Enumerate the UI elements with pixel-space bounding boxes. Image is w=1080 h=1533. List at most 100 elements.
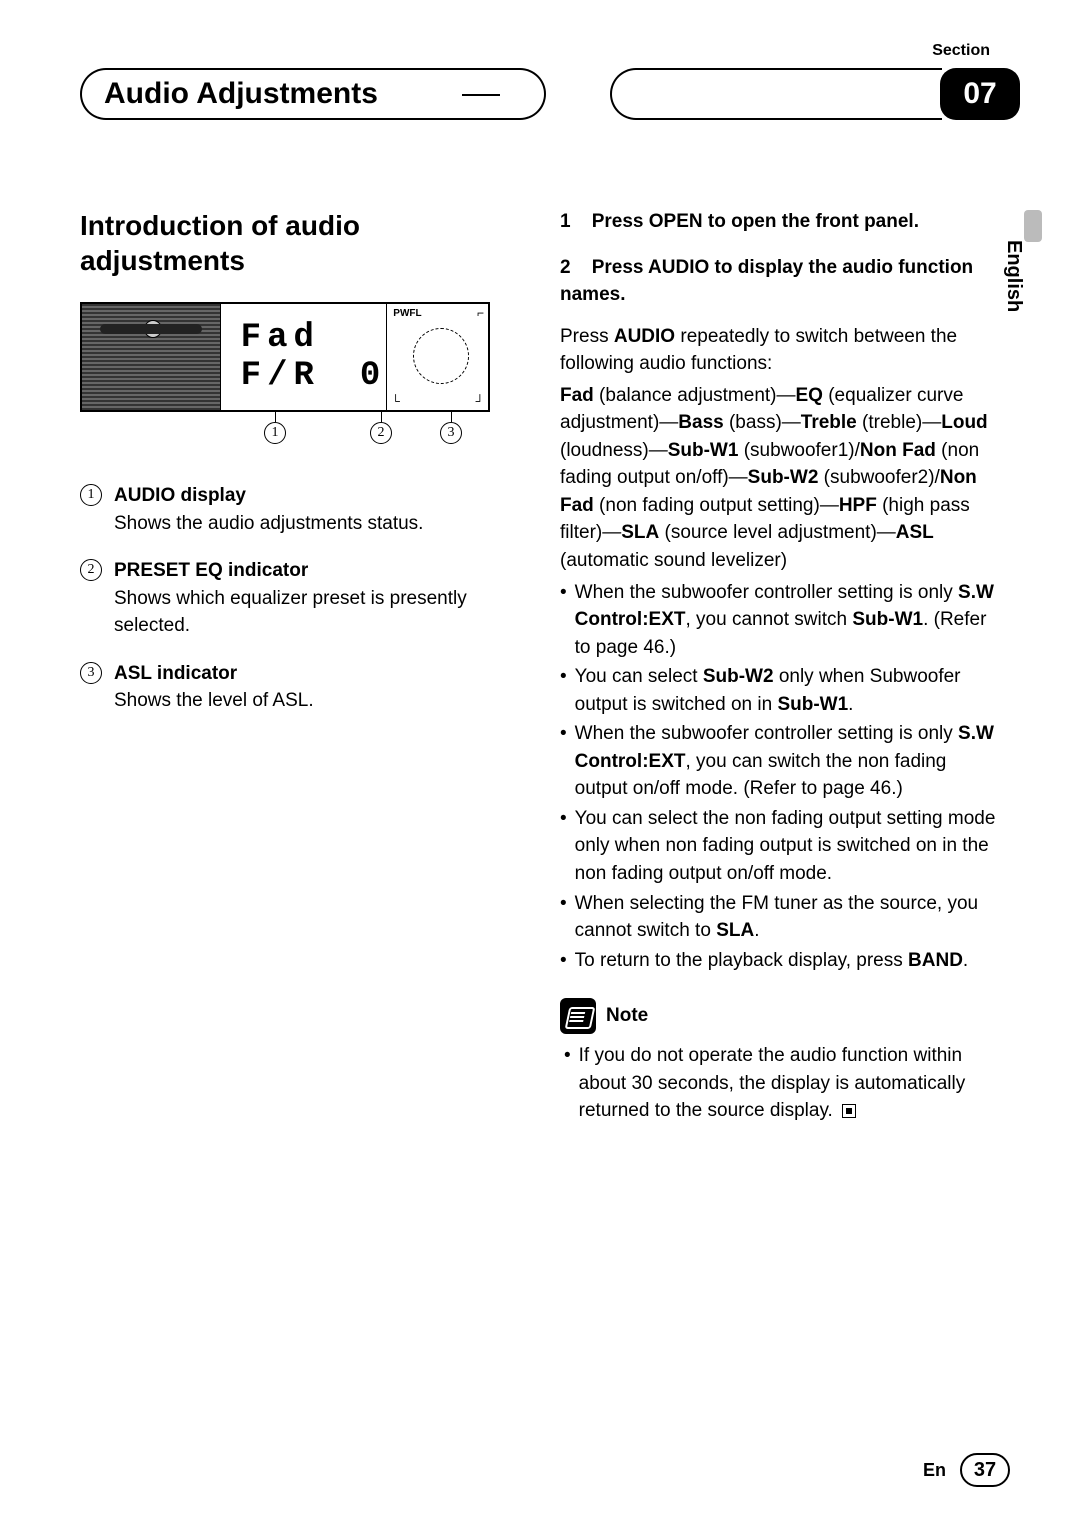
text-bold: HPF <box>839 495 877 516</box>
bullet-dot-icon: • <box>560 947 567 975</box>
step-number: 2 <box>560 257 571 278</box>
bullet-dot-icon: • <box>560 579 567 662</box>
note-text: If you do not operate the audio function… <box>579 1045 966 1121</box>
callout-line <box>275 410 276 422</box>
bullet-item: •When selecting the FM tuner as the sour… <box>560 890 1000 945</box>
text-bold: BAND <box>908 950 963 971</box>
lcd-speaker-graphic <box>82 304 221 410</box>
lcd-indicator-area: PWFL ⌐ ┘ └ <box>386 304 488 410</box>
asl-dial-icon <box>413 328 469 384</box>
footer-lang: En <box>923 1460 946 1481</box>
text-bold: Sub-W1 <box>852 609 923 630</box>
chapter-title: Audio Adjustments <box>104 77 378 111</box>
text: You can select the non fading output set… <box>575 808 996 884</box>
text: Press <box>560 326 614 347</box>
corner-mark-icon: ┘ <box>475 394 484 408</box>
callout-line <box>381 410 382 422</box>
text-bold: Sub-W2 <box>703 666 774 687</box>
text: (balance adjustment)— <box>594 385 796 406</box>
definition-item: 2 PRESET EQ indicator Shows which equali… <box>80 557 520 640</box>
text: . <box>754 920 759 941</box>
definition-desc: Shows the audio adjustments status. <box>114 510 423 538</box>
note-header: Note <box>560 998 1000 1034</box>
bullet-dot-icon: • <box>560 720 567 803</box>
note-body: • If you do not operate the audio functi… <box>560 1042 1000 1125</box>
definition-title: AUDIO display <box>114 482 423 510</box>
step-2: 2 Press AUDIO to display the audio funct… <box>560 254 1000 309</box>
callout-number: 1 <box>264 422 286 444</box>
function-chain: Fad (balance adjustment)—EQ (equalizer c… <box>560 382 1000 575</box>
text: To return to the playback display, press <box>575 950 908 971</box>
bullet-item: • To return to the playback display, pres… <box>560 947 1000 975</box>
content-columns: Introduction of audio adjustments Fad F/… <box>80 208 1020 1125</box>
page-number: 37 <box>974 1459 996 1482</box>
note-label: Note <box>606 1002 648 1030</box>
lcd-line2-left: F/R <box>241 357 320 395</box>
language-tab: English <box>1002 240 1025 312</box>
text: , you cannot switch <box>685 609 852 630</box>
definition-desc: Shows which equalizer preset is presentl… <box>114 585 520 640</box>
bullet-dot-icon: • <box>560 805 567 888</box>
callout-number: 3 <box>440 422 462 444</box>
text-bold: Loud <box>941 412 987 433</box>
lcd-illustration: Fad F/R 0 PWFL ⌐ ┘ └ <box>80 302 520 452</box>
bullet-item: •You can select Sub-W2 only when Subwoof… <box>560 663 1000 718</box>
text: (non fading output setting)— <box>594 495 839 516</box>
step-number: 1 <box>560 211 571 232</box>
definition-title: PRESET EQ indicator <box>114 557 520 585</box>
header-row: Audio Adjustments 07 <box>80 68 1020 128</box>
text-bold: Sub-W1 <box>777 694 848 715</box>
corner-mark-icon: └ <box>391 394 400 408</box>
bullet-item: •When the subwoofer controller setting i… <box>560 579 1000 662</box>
bullet-dot-icon: • <box>564 1042 571 1125</box>
text: (subwoofer1)/ <box>738 440 859 461</box>
language-bar-decoration <box>1024 210 1042 242</box>
end-mark-icon <box>842 1104 856 1118</box>
bullet-dot-icon: • <box>560 890 567 945</box>
text: (bass)— <box>724 412 801 433</box>
text: (subwoofer2)/ <box>818 467 939 488</box>
step-title: Press OPEN to open the front panel. <box>592 211 919 232</box>
text-bold: Sub-W2 <box>748 467 819 488</box>
chapter-title-pill: Audio Adjustments <box>80 68 500 120</box>
chapter-number-badge: 07 <box>940 68 1020 120</box>
text: When selecting the FM tuner as the sourc… <box>575 893 978 942</box>
bullet-list: • When the subwoofer controller setting i… <box>560 579 1000 975</box>
text-bold: SLA <box>621 522 659 543</box>
lcd-line2-right: 0 <box>360 357 386 395</box>
text-bold: Non Fad <box>860 440 936 461</box>
text: You can select <box>575 666 703 687</box>
page: Section English Audio Adjustments 07 Int… <box>0 0 1080 1533</box>
text-bold: AUDIO <box>614 326 675 347</box>
bullet-item: • When the subwoofer controller setting i… <box>560 720 1000 803</box>
text: . <box>848 694 853 715</box>
definitions-list: 1 AUDIO display Shows the audio adjustme… <box>80 482 520 715</box>
text: (treble)— <box>857 412 941 433</box>
text: (source level adjustment)— <box>659 522 896 543</box>
text: (loudness)— <box>560 440 668 461</box>
lcd-panel: Fad F/R 0 PWFL ⌐ ┘ └ <box>80 302 490 412</box>
note-icon <box>560 998 596 1034</box>
pwfl-label: PWFL <box>393 308 421 319</box>
lcd-line1: Fad <box>241 319 387 357</box>
page-number-badge: 37 <box>960 1453 1010 1487</box>
definition-number: 2 <box>80 559 102 581</box>
header-decoration <box>500 68 546 120</box>
callout-line <box>451 410 452 422</box>
section-heading: Introduction of audio adjustments <box>80 208 520 278</box>
definition-item: 3 ASL indicator Shows the level of ASL. <box>80 660 520 715</box>
text-bold: Fad <box>560 385 594 406</box>
definition-number: 3 <box>80 662 102 684</box>
text-bold: Treble <box>801 412 857 433</box>
text-bold: EQ <box>796 385 823 406</box>
text-bold: Bass <box>678 412 723 433</box>
callout-row: 1 2 3 <box>80 412 490 452</box>
text: When the subwoofer controller setting is… <box>575 723 958 744</box>
chapter-number: 07 <box>963 77 996 111</box>
text: . <box>963 950 968 971</box>
bullet-dot-icon: • <box>560 663 567 718</box>
instruction-text: Press AUDIO repeatedly to switch between… <box>560 323 1000 378</box>
definition-number: 1 <box>80 484 102 506</box>
text: (automatic sound levelizer) <box>560 550 787 571</box>
definition-title: ASL indicator <box>114 660 314 688</box>
